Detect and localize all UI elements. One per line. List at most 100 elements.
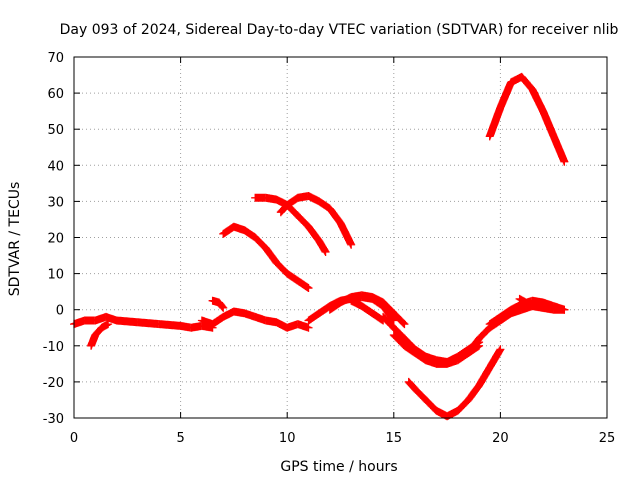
grid-layer [74, 57, 607, 418]
data-point [496, 306, 515, 321]
x-tick-label: 25 [599, 431, 616, 446]
data-point [276, 201, 291, 217]
data-point [325, 204, 344, 227]
data-point [315, 302, 333, 318]
chart-title: Day 093 of 2024, Sidereal Day-to-day VTE… [60, 22, 619, 38]
data-point [368, 293, 387, 306]
data-point [421, 395, 440, 414]
data-point [219, 223, 237, 238]
data-point [304, 284, 313, 293]
y-tick-label: 60 [47, 87, 64, 102]
data-point [104, 320, 113, 329]
series-arc-baseline-mid [197, 307, 313, 332]
data-point [304, 192, 323, 205]
data-point [549, 132, 568, 165]
y-tick-label: 50 [47, 123, 64, 138]
x-tick-label: 20 [492, 431, 509, 446]
data-point [251, 233, 270, 252]
data-point [485, 313, 504, 329]
series-arc-baseline-early [70, 312, 217, 332]
y-axis-label: SDTVAR / TECUs [7, 182, 23, 297]
data-point [293, 211, 312, 230]
data-layer [70, 72, 569, 421]
series-arc-deep-trough [404, 345, 505, 421]
y-tick-label: 30 [47, 195, 64, 210]
data-point [325, 299, 344, 314]
data-point [528, 85, 547, 115]
data-point [539, 107, 558, 140]
x-tick-label: 15 [386, 431, 403, 446]
series-arc-desc-22 [219, 222, 313, 293]
data-point [464, 335, 483, 357]
data-point [496, 79, 515, 112]
y-tick-label: -30 [43, 412, 64, 427]
data-point [475, 364, 494, 390]
data-point [219, 308, 237, 321]
data-point [453, 349, 472, 365]
series-arc-low-start [87, 320, 113, 350]
data-point [517, 72, 536, 93]
data-point [389, 331, 408, 349]
data-point [400, 341, 419, 357]
data-point [347, 240, 356, 249]
y-tick-label: 10 [47, 268, 64, 283]
data-point [304, 222, 323, 245]
x-tick-label: 0 [70, 431, 78, 446]
data-point [336, 293, 355, 307]
data-point [283, 269, 301, 285]
data-point [87, 332, 99, 350]
y-tick-label: -10 [43, 340, 64, 355]
y-tick-label: 40 [47, 159, 64, 174]
data-point [464, 382, 483, 404]
data-point [215, 298, 227, 311]
data-point [208, 313, 227, 329]
data-point [321, 247, 330, 256]
data-point [336, 219, 355, 248]
data-point [347, 296, 365, 310]
data-point [404, 377, 419, 393]
x-axis-label: GPS time / hours [280, 459, 397, 475]
y-tick-label: 20 [47, 232, 64, 247]
data-point [315, 197, 333, 212]
series-arc-bump-6h [208, 296, 228, 312]
data-point [389, 323, 408, 342]
data-point [293, 276, 312, 292]
data-point [357, 302, 376, 317]
data-point [304, 310, 323, 325]
data-point [411, 349, 429, 364]
series-arc-hump-32 [276, 192, 356, 249]
data-point [475, 324, 493, 343]
data-point [443, 407, 461, 421]
data-point [304, 323, 313, 332]
data-point [272, 258, 291, 277]
y-tick-label: 70 [47, 51, 64, 66]
series-arc-peak-65 [485, 72, 569, 166]
data-point [485, 104, 504, 141]
series-arc-spike-21 [515, 294, 537, 311]
data-point [91, 324, 105, 339]
x-tick-label: 5 [176, 431, 184, 446]
data-point [379, 298, 397, 317]
data-point [507, 300, 525, 314]
data-point [453, 396, 472, 415]
data-point [528, 302, 537, 311]
data-point [283, 194, 301, 209]
data-point [411, 385, 429, 404]
tick-layer: 0 5 10 15 20 25 -30 -20 -10 0 10 20 30 40 50 60 70 [43, 51, 616, 446]
data-point [389, 309, 408, 328]
data-point [400, 320, 409, 329]
data-point [315, 237, 329, 255]
data-point [496, 345, 505, 354]
data-point [485, 346, 504, 372]
x-tick-label: 10 [279, 431, 296, 446]
series-arc-rise-13h-b [325, 291, 409, 329]
data-point [261, 244, 280, 266]
y-tick-label: 0 [56, 304, 64, 319]
data-point [219, 303, 228, 312]
data-point [560, 305, 569, 314]
data-point [560, 157, 569, 166]
data-point [240, 226, 259, 241]
y-tick-label: -20 [43, 376, 64, 391]
data-point [379, 312, 397, 331]
